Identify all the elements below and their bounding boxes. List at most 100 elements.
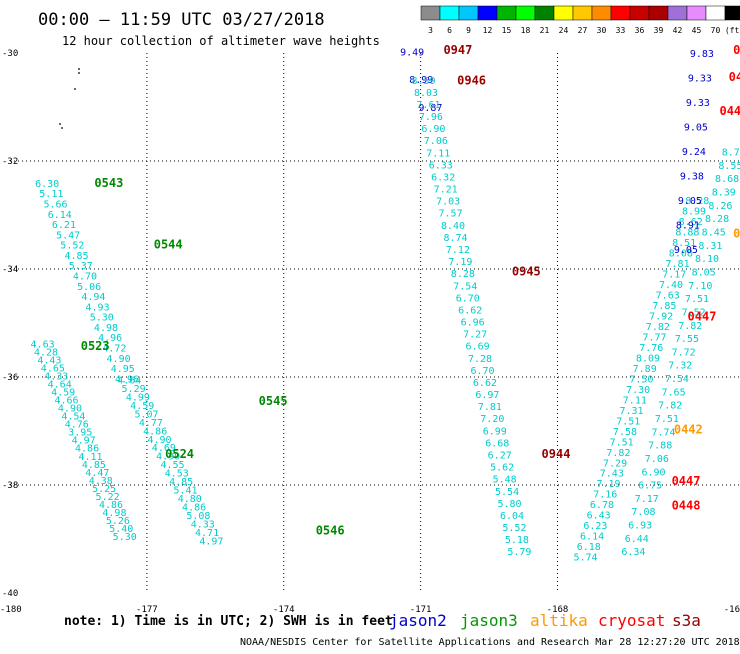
swh-value: 5.11 bbox=[39, 189, 63, 200]
colorbar-swatch bbox=[610, 5, 631, 21]
swh-value: 4.64 bbox=[117, 375, 141, 386]
colorbar-label: 42 bbox=[673, 26, 683, 35]
swh-value: 8.55 bbox=[718, 161, 740, 172]
swh-value: 8.28 bbox=[705, 214, 729, 225]
pass-time-label: 0947 bbox=[443, 43, 472, 57]
swh-value: 5.30 bbox=[90, 313, 114, 324]
swh-tracks: 6.305.115.666.146.215.475.524.855.374.70… bbox=[31, 48, 740, 564]
colorbar-label: 18 bbox=[521, 26, 531, 35]
swh-value: 4.90 bbox=[147, 435, 171, 446]
swh-value: 7.55 bbox=[675, 334, 699, 345]
swh-value: 7.19 bbox=[596, 479, 620, 490]
swh-value: 4.66 bbox=[54, 396, 78, 407]
pass-time-label: 0546 bbox=[316, 524, 345, 538]
colorbar-swatch bbox=[705, 5, 726, 21]
swh-value: 7.21 bbox=[434, 185, 458, 196]
swh-value: 7.54 bbox=[453, 281, 477, 292]
colorbar-swatch bbox=[477, 5, 498, 21]
swh-value: 7.74 bbox=[651, 427, 675, 438]
x-tick-label: -177 bbox=[136, 605, 158, 615]
swh-value: 5.22 bbox=[96, 492, 120, 503]
colorbar-swatch bbox=[420, 5, 441, 21]
pass-time-label: 0445 bbox=[733, 43, 740, 57]
y-tick-label: -40 bbox=[2, 589, 18, 599]
swh-value: 4.64 bbox=[48, 379, 72, 390]
swh-value: 5.66 bbox=[43, 199, 67, 210]
swh-value: 5.47 bbox=[56, 230, 80, 241]
swh-value: 8.99 bbox=[682, 207, 706, 218]
swh-value: 4.63 bbox=[31, 339, 55, 350]
swh-value: 4.54 bbox=[61, 412, 85, 423]
swh-value: 4.86 bbox=[99, 500, 123, 511]
swh-value: 5.18 bbox=[505, 535, 529, 546]
colorbar-label: 9 bbox=[466, 26, 471, 35]
swh-value: 8.26 bbox=[708, 201, 732, 212]
colorbar-swatch bbox=[458, 5, 479, 21]
colorbar-swatch bbox=[629, 5, 650, 21]
swh-value: 8.31 bbox=[698, 241, 722, 252]
swh-value: 5.52 bbox=[60, 241, 84, 252]
colorbar-label: 21 bbox=[540, 26, 550, 35]
swh-value: 8.09 bbox=[636, 353, 660, 364]
colorbar-swatch bbox=[648, 5, 669, 21]
pass-time-label: 0447 bbox=[672, 474, 701, 488]
swh-value: 4.90 bbox=[156, 452, 180, 463]
pass-time-labels: 0543 0544 0523 0545 0524 0546 0947 0946 0945 0944… bbox=[81, 43, 740, 538]
swh-value: 7.03 bbox=[436, 197, 460, 208]
swh-value: 4.55 bbox=[160, 460, 184, 471]
swh-value: 4.65 bbox=[41, 363, 65, 374]
swh-value: 7.82 bbox=[678, 321, 702, 332]
stray-dot bbox=[78, 72, 80, 74]
colorbar-swatch bbox=[591, 5, 612, 21]
swh-value: 7.06 bbox=[424, 136, 448, 147]
colorbar-label: 15 bbox=[502, 26, 512, 35]
swh-value: 7.57 bbox=[439, 209, 463, 220]
colorbar-label: 12 bbox=[483, 26, 493, 35]
swh-value: 4.28 bbox=[34, 347, 58, 358]
swh-value: 9.87 bbox=[418, 103, 442, 114]
pass-time-label: 0545 bbox=[259, 394, 288, 408]
x-tick-label: -168 bbox=[547, 605, 569, 615]
swh-value: 5.37 bbox=[69, 261, 93, 272]
colorbar-swatch bbox=[724, 5, 740, 21]
swh-value: 8.45 bbox=[702, 228, 726, 239]
swh-value: 9.05 bbox=[684, 122, 708, 133]
x-tick-label: -16 bbox=[724, 605, 740, 615]
swh-value: 9.33 bbox=[688, 73, 712, 84]
swh-value: 6.30 bbox=[35, 179, 59, 190]
swh-value: 7.82 bbox=[646, 322, 670, 333]
swh-value: 7.82 bbox=[658, 401, 682, 412]
swh-value: 5.79 bbox=[507, 547, 531, 558]
swh-value: 6.90 bbox=[421, 124, 445, 135]
pass-time-label: 0443 bbox=[729, 70, 740, 84]
swh-value: 7.31 bbox=[619, 406, 643, 417]
swh-value: 4.70 bbox=[73, 272, 97, 283]
swh-value: 4.33 bbox=[44, 371, 68, 382]
swh-value: 9.05 bbox=[674, 245, 698, 256]
swh-value: 7.11 bbox=[426, 148, 450, 159]
swh-value: 7.85 bbox=[652, 301, 676, 312]
swh-value: 4.86 bbox=[75, 444, 99, 455]
swh-value: 8.40 bbox=[441, 221, 465, 232]
swh-value: 7.81 bbox=[478, 402, 502, 413]
swh-value: 7.61 bbox=[416, 100, 440, 111]
swh-value: 5.62 bbox=[490, 463, 514, 474]
swh-value: 4.38 bbox=[89, 476, 113, 487]
swh-value: 5.07 bbox=[135, 409, 159, 420]
x-tick-label: -180 bbox=[0, 605, 22, 615]
swh-value: 4.97 bbox=[72, 436, 96, 447]
swh-value: 7.40 bbox=[659, 280, 683, 291]
legend-entry-altika: altika bbox=[530, 611, 588, 630]
colorbar-label: 45 bbox=[692, 26, 702, 35]
chart-title: 00:00 – 11:59 UTC 03/27/2018 bbox=[38, 10, 325, 30]
swh-value: 8.51 bbox=[672, 238, 696, 249]
swh-value: 8.68 bbox=[715, 174, 739, 185]
stray-dot bbox=[59, 123, 61, 125]
colorbar-swatch bbox=[667, 5, 688, 21]
swh-value: 9.49 bbox=[400, 48, 424, 59]
swh-value: 7.51 bbox=[685, 294, 709, 305]
swh-value: 6.23 bbox=[583, 521, 607, 532]
pass-time-label: 0946 bbox=[457, 73, 486, 87]
